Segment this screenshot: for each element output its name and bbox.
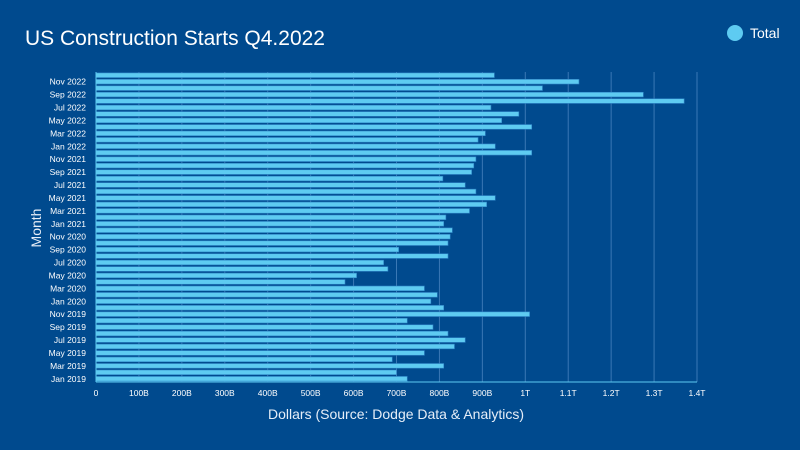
- legend-label-total: Total: [750, 25, 780, 41]
- bar-oct-2019[interactable]: [95, 318, 408, 324]
- x-tick-label: 1.4T: [688, 388, 705, 398]
- y-tick-label: Mar 2021: [50, 206, 86, 216]
- y-tick-label: May 2022: [49, 115, 87, 125]
- axis-layer: [95, 72, 697, 383]
- bar-feb-2020[interactable]: [95, 292, 438, 298]
- bar-oct-2022[interactable]: [95, 85, 543, 91]
- x-tick-label: 500B: [301, 388, 321, 398]
- x-axis-title: Dollars (Source: Dodge Data & Analytics): [268, 406, 524, 422]
- y-tick-label: May 2019: [49, 348, 87, 358]
- legend-swatch-total: [727, 25, 743, 41]
- bar-may-2019[interactable]: [95, 350, 425, 356]
- y-tick-label: Sep 2020: [50, 245, 87, 255]
- bar-sep-2019[interactable]: [95, 324, 434, 330]
- y-tick-label: Nov 2019: [50, 309, 87, 319]
- x-tick-label: 700B: [387, 388, 407, 398]
- bar-nov-2020[interactable]: [95, 234, 451, 240]
- bar-sep-2022[interactable]: [95, 91, 644, 98]
- y-tick-label: Mar 2020: [50, 283, 86, 293]
- x-tick-label: 1T: [520, 388, 530, 398]
- y-tick-label: Mar 2019: [50, 361, 86, 371]
- x-tick-label: 1.2T: [603, 388, 620, 398]
- bar-mar-2022[interactable]: [95, 130, 486, 136]
- bar-sep-2021[interactable]: [95, 169, 472, 175]
- bar-jan-2020[interactable]: [95, 298, 432, 304]
- x-tick-label: 900B: [472, 388, 492, 398]
- bar-mar-2021[interactable]: [95, 208, 470, 214]
- y-tick-label: Nov 2021: [50, 154, 87, 164]
- y-tick-label: Jan 2022: [51, 141, 86, 151]
- bar-jul-2022[interactable]: [95, 104, 492, 111]
- bar-jul-2019[interactable]: [95, 337, 466, 343]
- bar-feb-2019[interactable]: [95, 369, 397, 375]
- bar-jun-2022[interactable]: [95, 111, 520, 117]
- bar-feb-2022[interactable]: [95, 137, 479, 143]
- legend[interactable]: Total: [727, 25, 780, 41]
- bar-apr-2020[interactable]: [95, 279, 346, 285]
- grid-layer: [138, 72, 698, 382]
- x-tick-label: 600B: [344, 388, 364, 398]
- bar-apr-2019[interactable]: [95, 356, 393, 363]
- y-tick-label: Nov 2020: [50, 232, 87, 242]
- x-tick-label: 0: [94, 388, 99, 398]
- y-tick-label: Jan 2019: [51, 374, 86, 384]
- y-tick-label: Jul 2022: [54, 103, 86, 113]
- bar-apr-2021[interactable]: [95, 201, 487, 208]
- y-tick-label: May 2021: [49, 193, 87, 203]
- bar-apr-2022[interactable]: [95, 124, 533, 130]
- bar-jul-2020[interactable]: [95, 259, 384, 266]
- y-tick-label: Jul 2019: [54, 335, 86, 345]
- bar-dec-2021[interactable]: [95, 150, 533, 156]
- bar-jun-2019[interactable]: [95, 343, 455, 350]
- bar-may-2022[interactable]: [95, 117, 502, 124]
- bar-feb-2021[interactable]: [95, 214, 447, 220]
- bar-aug-2022[interactable]: [95, 98, 685, 104]
- y-tick-label: Jan 2020: [51, 296, 86, 306]
- bar-aug-2021[interactable]: [95, 175, 444, 182]
- bar-jan-2021[interactable]: [95, 221, 445, 227]
- bar-may-2020[interactable]: [95, 272, 357, 279]
- x-tick-label: 300B: [215, 388, 235, 398]
- bar-mar-2019[interactable]: [95, 363, 445, 369]
- y-tick-label: Jul 2021: [54, 180, 86, 190]
- bar-jan-2022[interactable]: [95, 143, 496, 149]
- bar-jul-2021[interactable]: [95, 182, 466, 188]
- bars-layer: [95, 72, 685, 382]
- y-tick-label: Mar 2022: [50, 128, 86, 138]
- y-tick-labels: Jan 2019 Mar 2019 May 2019 Jul 2019 Sep 2019…: [49, 77, 87, 384]
- bar-aug-2019[interactable]: [95, 330, 449, 337]
- bar-dec-2019[interactable]: [95, 305, 445, 311]
- bar-mar-2020[interactable]: [95, 285, 425, 291]
- y-tick-label: Nov 2022: [50, 77, 87, 87]
- x-tick-label: 100B: [129, 388, 149, 398]
- y-tick-label: Jan 2021: [51, 219, 86, 229]
- bar-nov-2021[interactable]: [95, 156, 477, 162]
- bar-nov-2019[interactable]: [95, 311, 530, 317]
- x-tick-label: 1.1T: [560, 388, 577, 398]
- x-tick-label: 1.3T: [646, 388, 663, 398]
- x-tick-labels: 0 100B 200B 300B 400B 500B 600B 700B 800B 900B 1T 1…: [94, 388, 706, 398]
- chart-title: US Construction Starts Q4.2022: [25, 27, 325, 50]
- x-tick-label: 200B: [172, 388, 192, 398]
- y-tick-label: Sep 2019: [50, 322, 87, 332]
- bar-jan-2019[interactable]: [95, 376, 408, 382]
- bar-nov-2022[interactable]: [95, 79, 580, 85]
- bar-jun-2020[interactable]: [95, 266, 389, 272]
- y-tick-label: Sep 2022: [50, 90, 87, 100]
- x-tick-label: 400B: [258, 388, 278, 398]
- bar-sep-2020[interactable]: [95, 246, 399, 253]
- y-tick-label: Jul 2020: [54, 258, 86, 268]
- bar-dec-2020[interactable]: [95, 227, 453, 233]
- bar-may-2021[interactable]: [95, 195, 496, 201]
- bar-dec-2022[interactable]: [95, 72, 495, 78]
- bar-oct-2021[interactable]: [95, 163, 475, 169]
- bar-jun-2021[interactable]: [95, 188, 477, 195]
- x-tick-label: 800B: [429, 388, 449, 398]
- y-tick-label: May 2020: [49, 270, 87, 280]
- y-axis-title: Month: [28, 209, 44, 248]
- bar-aug-2020[interactable]: [95, 253, 449, 259]
- bar-oct-2020[interactable]: [95, 240, 449, 246]
- y-tick-label: Sep 2021: [50, 167, 87, 177]
